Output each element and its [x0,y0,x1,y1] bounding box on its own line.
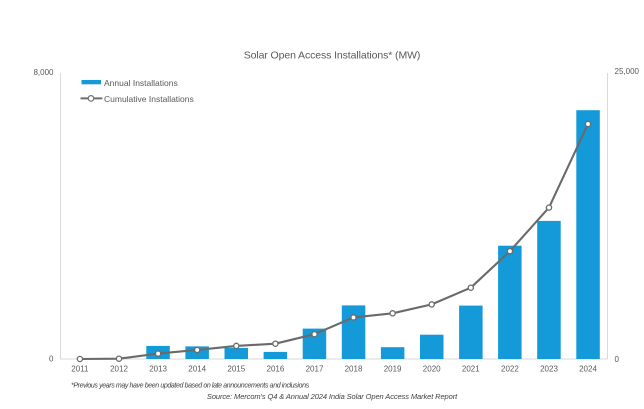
svg-text:Solar Open Access Installation: Solar Open Access Installations* (MW) [244,50,421,62]
svg-text:25,000: 25,000 [615,67,640,76]
svg-text:2015: 2015 [227,364,245,373]
svg-text:0: 0 [615,355,620,364]
svg-text:2011: 2011 [71,364,89,373]
svg-text:*Previous years may have been: *Previous years may have been updated ba… [71,382,310,389]
svg-text:2020: 2020 [423,364,441,373]
svg-text:0: 0 [49,355,54,364]
svg-text:2012: 2012 [110,364,128,373]
svg-text:Source: Mercom's Q4 & Annual 2: Source: Mercom's Q4 & Annual 2024 India … [207,392,458,401]
svg-text:2014: 2014 [188,364,206,373]
svg-text:2017: 2017 [306,364,324,373]
svg-text:Annual Installations: Annual Installations [104,78,178,88]
svg-text:2024: 2024 [579,364,597,373]
svg-text:2021: 2021 [462,364,480,373]
svg-text:8,000: 8,000 [33,68,54,77]
svg-text:2018: 2018 [345,364,363,373]
svg-text:2022: 2022 [501,364,519,373]
svg-text:Cumulative Installations: Cumulative Installations [104,94,194,104]
svg-text:2019: 2019 [384,364,402,373]
svg-text:2023: 2023 [540,364,558,373]
svg-text:2016: 2016 [267,364,285,373]
svg-text:2013: 2013 [149,364,167,373]
